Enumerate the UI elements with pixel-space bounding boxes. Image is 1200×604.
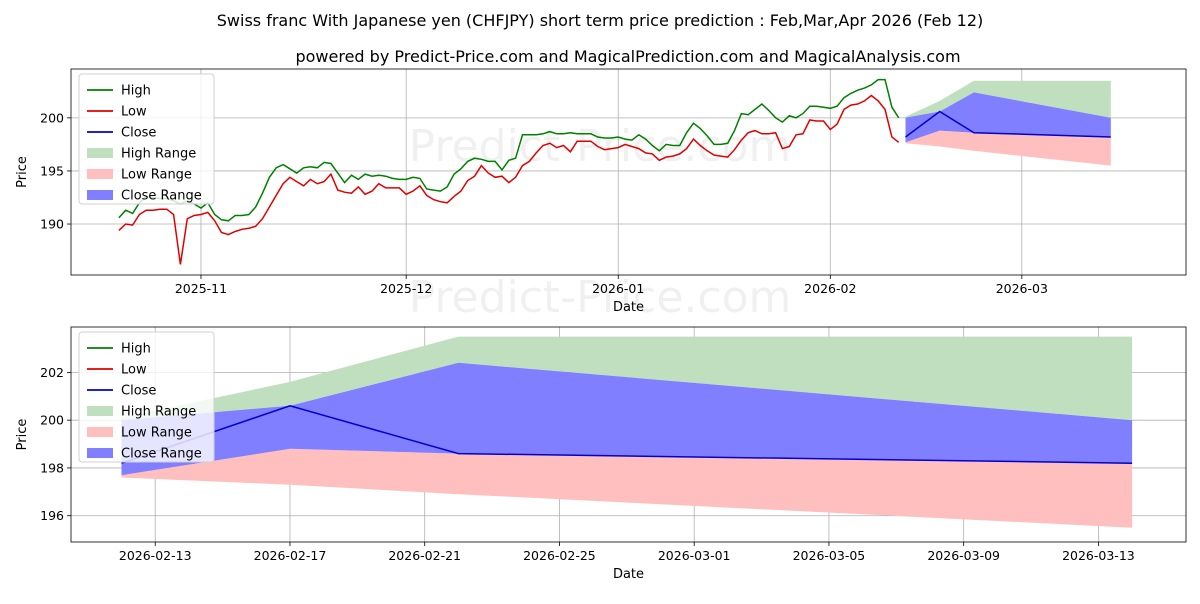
x-axis-label: Date xyxy=(613,567,644,582)
legend-low-range-swatch xyxy=(87,169,113,179)
x-tick-label: 2026-02-17 xyxy=(254,548,327,563)
legend-close-range-swatch xyxy=(87,448,113,458)
legend-close-range-label: Close Range xyxy=(121,189,202,204)
y-tick-label: 200 xyxy=(40,413,64,428)
x-tick-label: 2026-02-13 xyxy=(119,548,192,563)
legend-close-range-swatch xyxy=(87,190,113,200)
legend-low-range-label: Low Range xyxy=(121,168,192,183)
legend-high-range-swatch xyxy=(87,406,113,416)
chart-subtitle: powered by Predict-Price.com and Magical… xyxy=(295,47,960,66)
y-axis-label: Price xyxy=(15,156,30,188)
chart-title: Swiss franc With Japanese yen (CHFJPY) s… xyxy=(217,11,983,30)
close-range-area xyxy=(905,92,1111,143)
legend-low-range-label: Low Range xyxy=(121,426,192,441)
axes-frame xyxy=(70,326,1187,543)
legend-high-range-label: High Range xyxy=(121,147,196,162)
legend-high-label: High xyxy=(121,84,151,99)
legend-low-label: Low xyxy=(121,363,147,378)
x-tick-label: 2026-03-01 xyxy=(658,548,731,563)
x-tick-label: 2026-03-13 xyxy=(1062,548,1135,563)
y-axis-label: Price xyxy=(15,419,30,451)
axes-frame xyxy=(70,68,1187,276)
watermark-text: Predict-Price.com xyxy=(409,272,792,323)
x-tick-label: 2026-02-21 xyxy=(388,548,461,563)
x-tick-label: 2026-02-25 xyxy=(523,548,596,563)
panel-forecast: Predict-Price.comPredict-Price.com2026-0… xyxy=(15,326,1187,582)
y-tick-label: 195 xyxy=(40,163,64,178)
x-tick-label: 2026-03-09 xyxy=(927,548,1000,563)
series-close-line xyxy=(905,110,1111,138)
watermark-text: Predict-Price.com xyxy=(409,121,792,172)
x-tick-label: 2026-03 xyxy=(996,281,1048,296)
x-tick-label: 2025-12 xyxy=(380,281,432,296)
low-range-area xyxy=(121,448,1133,528)
high-range-area xyxy=(121,336,1133,423)
legend-high-range-swatch xyxy=(87,148,113,158)
legend-high-range-label: High Range xyxy=(121,405,196,420)
y-tick-label: 190 xyxy=(40,217,64,232)
y-tick-label: 202 xyxy=(40,365,64,380)
close-range-area xyxy=(121,362,1133,476)
x-tick-label: 2026-01 xyxy=(592,281,644,296)
series-low-line xyxy=(118,94,900,265)
y-tick-label: 200 xyxy=(40,110,64,125)
x-tick-label: 2026-03-05 xyxy=(793,548,866,563)
series-high-line xyxy=(118,78,900,222)
high-range-area xyxy=(905,80,1111,119)
legend-low-range-swatch xyxy=(87,427,113,437)
x-tick-label: 2025-11 xyxy=(175,281,227,296)
legend-close-label: Close xyxy=(121,126,156,141)
legend-low-label: Low xyxy=(121,105,147,120)
legend-high-label: High xyxy=(121,342,151,357)
y-tick-label: 196 xyxy=(40,508,64,523)
x-tick-label: 2026-02 xyxy=(804,281,856,296)
panel-history: Predict-Price.comPredict-Price.com2025-1… xyxy=(15,68,1187,323)
legend-close-label: Close xyxy=(121,384,156,399)
low-range-area xyxy=(905,130,1111,166)
y-tick-label: 198 xyxy=(40,460,64,475)
legend-close-range-label: Close Range xyxy=(121,447,202,462)
x-axis-label: Date xyxy=(613,300,644,315)
